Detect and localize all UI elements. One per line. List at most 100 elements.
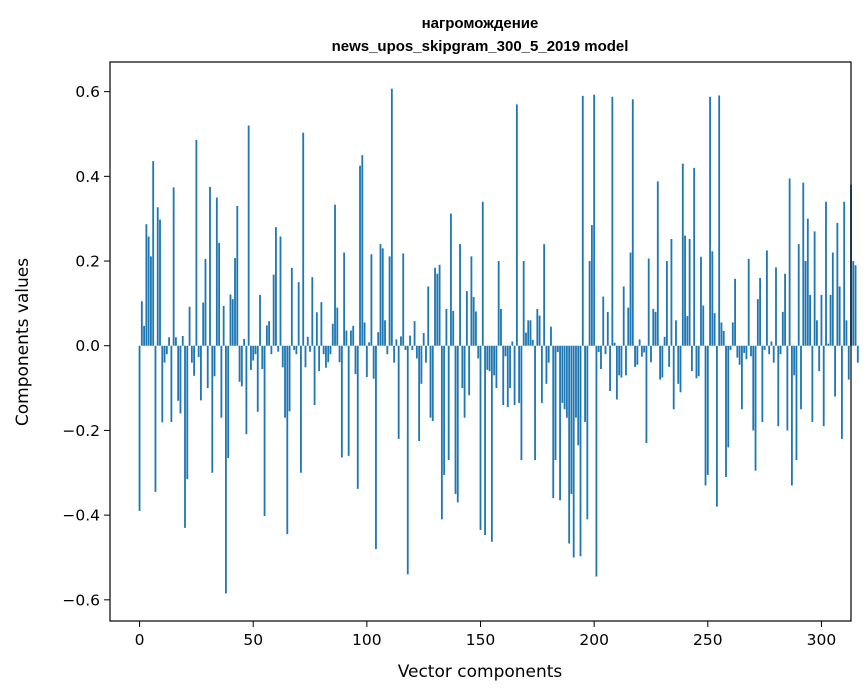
bar-301 <box>822 345 825 427</box>
bar-246 <box>697 345 700 377</box>
bar-230 <box>661 345 664 378</box>
bar-298 <box>816 320 818 346</box>
bar-194 <box>579 345 582 557</box>
bar-75 <box>309 345 311 352</box>
bar-127 <box>427 286 430 346</box>
bar-0 <box>138 345 141 511</box>
bar-216 <box>629 252 632 346</box>
bar-111 <box>390 88 393 346</box>
x-tick-label: 200 <box>579 631 609 649</box>
bar-311 <box>845 320 848 346</box>
bar-234 <box>670 239 673 346</box>
bar-183 <box>554 345 557 461</box>
bar-238 <box>679 345 682 393</box>
bar-49 <box>250 345 252 370</box>
bar-271 <box>754 345 757 471</box>
bar-125 <box>422 333 425 346</box>
bar-25 <box>195 139 198 346</box>
bar-87 <box>336 307 339 346</box>
bar-117 <box>404 345 407 350</box>
bar-249 <box>704 345 707 486</box>
bar-222 <box>643 345 646 353</box>
bar-162 <box>506 345 509 408</box>
chart-title-line-2: news_upos_skipgram_300_5_2019 model <box>332 38 629 55</box>
bar-315 <box>854 265 857 346</box>
bar-16 <box>175 337 177 346</box>
bar-177 <box>540 345 543 403</box>
bar-128 <box>429 345 432 418</box>
bar-108 <box>384 320 386 346</box>
bar-182 <box>552 345 555 499</box>
bar-158 <box>497 261 500 346</box>
bar-148 <box>475 311 477 346</box>
bar-231 <box>663 336 666 346</box>
bar-80 <box>320 302 323 346</box>
bar-113 <box>395 339 398 346</box>
bar-58 <box>270 345 273 355</box>
bar-165 <box>513 345 516 406</box>
bar-123 <box>418 345 421 442</box>
bar-48 <box>247 125 250 346</box>
bar-316 <box>856 345 859 363</box>
bar-8 <box>156 207 159 346</box>
bars-group <box>138 88 859 594</box>
bar-129 <box>431 345 434 422</box>
bar-41 <box>231 299 234 346</box>
bar-30 <box>206 345 209 389</box>
bar-189 <box>568 345 571 544</box>
bar-284 <box>784 273 786 346</box>
bar-278 <box>770 341 773 346</box>
bar-81 <box>322 345 325 355</box>
bar-180 <box>547 345 550 363</box>
bar-202 <box>597 345 600 353</box>
bar-226 <box>652 308 655 346</box>
bar-275 <box>763 345 766 350</box>
bar-6 <box>152 161 155 346</box>
bar-36 <box>220 345 223 418</box>
bar-237 <box>677 345 680 384</box>
x-tick-label: 150 <box>466 631 496 649</box>
bar-276 <box>765 250 768 346</box>
bar-26 <box>197 345 200 358</box>
bar-45 <box>240 345 243 387</box>
bar-23 <box>190 345 193 363</box>
bar-110 <box>388 256 391 346</box>
bar-38 <box>225 345 227 594</box>
bar-219 <box>636 345 639 365</box>
bar-68 <box>293 345 296 350</box>
bar-292 <box>802 182 805 346</box>
bar-207 <box>609 345 611 392</box>
bar-240 <box>684 235 686 346</box>
bar-11 <box>163 345 166 363</box>
bar-166 <box>515 104 518 346</box>
bar-260 <box>729 345 732 350</box>
bar-174 <box>534 345 536 461</box>
bar-33 <box>213 345 216 377</box>
bar-101 <box>368 342 371 346</box>
bar-212 <box>620 345 623 378</box>
bar-198 <box>588 261 591 346</box>
bar-291 <box>800 345 802 410</box>
bar-142 <box>461 345 464 389</box>
bar-4 <box>147 236 150 346</box>
bar-2 <box>143 325 146 346</box>
bar-282 <box>779 345 782 355</box>
bar-252 <box>711 251 714 346</box>
bar-56 <box>265 325 268 346</box>
bar-9 <box>159 219 161 346</box>
bar-133 <box>440 345 443 520</box>
bar-263 <box>736 345 739 358</box>
bar-173 <box>531 339 534 346</box>
bar-228 <box>656 181 659 346</box>
bar-299 <box>818 345 821 372</box>
bar-139 <box>454 345 457 494</box>
bar-42 <box>234 258 236 346</box>
bar-116 <box>402 253 405 346</box>
bar-103 <box>372 345 375 379</box>
bar-18 <box>179 345 182 414</box>
plot-frame <box>109 61 852 622</box>
bar-267 <box>745 345 748 360</box>
bar-72 <box>302 132 305 346</box>
bar-90 <box>343 252 346 346</box>
bar-257 <box>722 330 725 346</box>
